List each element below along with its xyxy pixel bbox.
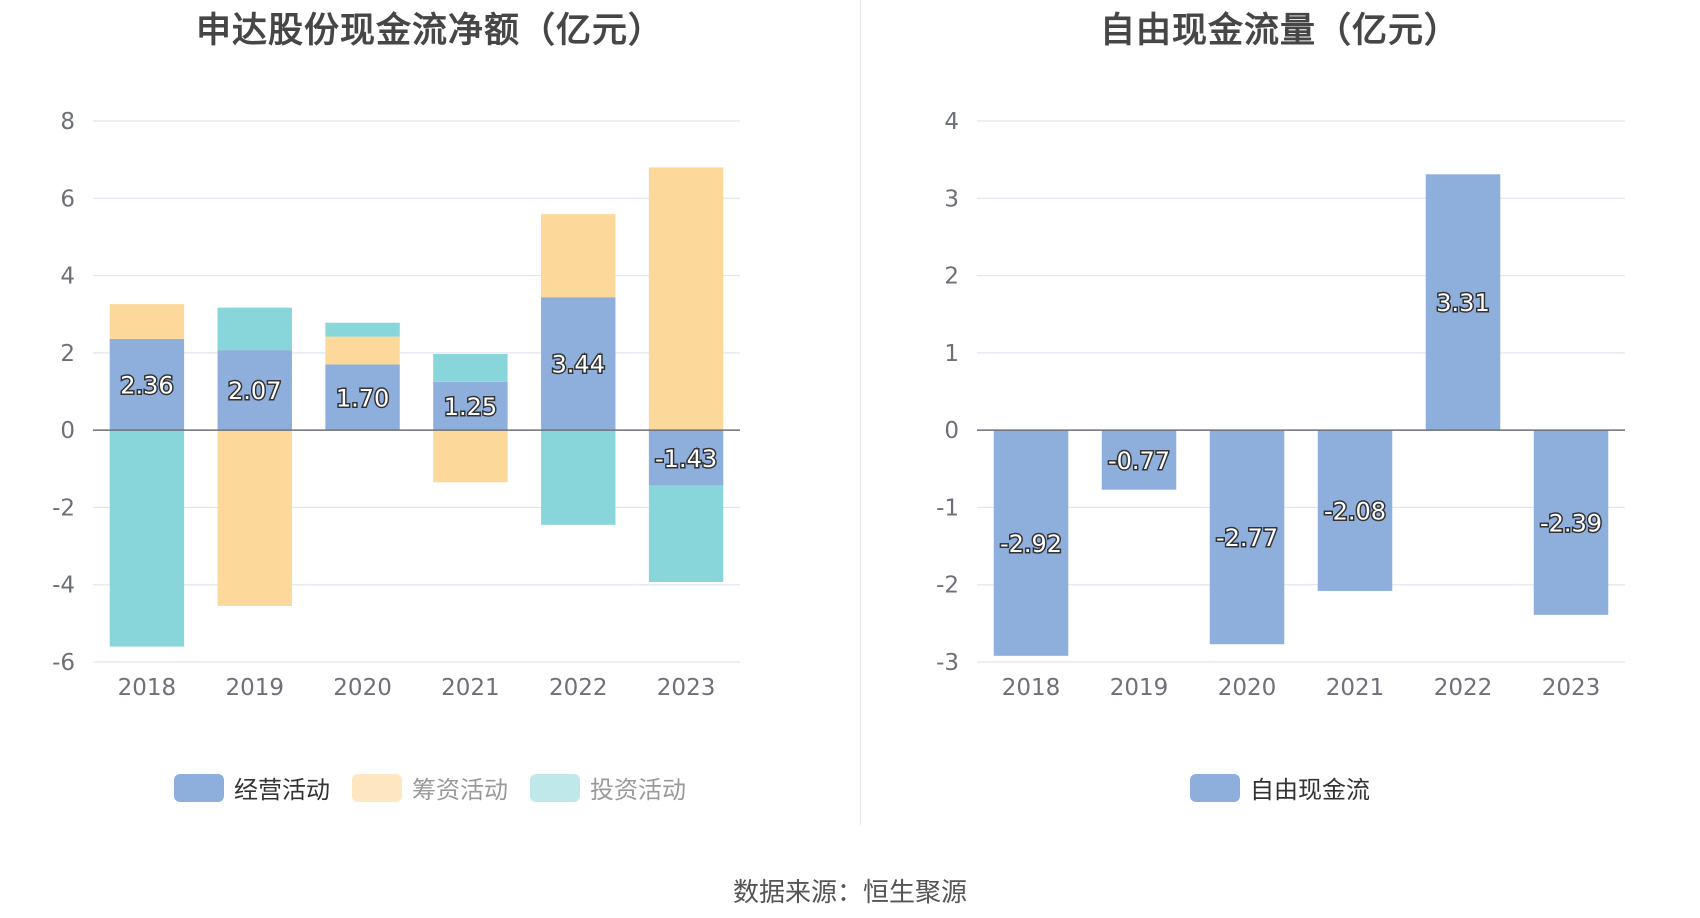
bar[interactable] [1101, 430, 1177, 490]
bar[interactable] [1425, 174, 1501, 431]
cashflow-net-chart-panel: 申达股份现金流净额（亿元） 8 6 4 2 0 -2 -4 -6 2018 2019 2020 202… [0, 0, 860, 830]
data-label: -2.39 [1540, 509, 1602, 537]
bar[interactable] [325, 364, 400, 431]
y-tick-label: 4 [944, 109, 959, 135]
data-label: 1.70 [336, 384, 389, 412]
bar[interactable] [433, 430, 508, 483]
bar[interactable] [217, 430, 292, 606]
x-tick-label: 2023 [1542, 675, 1601, 701]
legend-swatch-financing [352, 773, 402, 802]
y-tick-label: 3 [944, 186, 959, 212]
chart-title: 申达股份现金流净额（亿元） [195, 11, 664, 51]
y-tick-label: 4 [60, 264, 75, 290]
legend-swatch-operating [174, 773, 224, 802]
y-tick-label: 8 [60, 109, 75, 135]
x-tick-label: 2022 [549, 675, 608, 701]
x-tick-label: 2020 [333, 675, 392, 701]
bar[interactable] [325, 322, 400, 337]
legend-swatch-investing [530, 773, 580, 802]
bar[interactable] [325, 336, 400, 365]
data-label: 2.36 [120, 372, 173, 400]
legend-label: 投资活动 [590, 776, 686, 804]
data-label: -2.77 [1216, 524, 1278, 552]
x-tick-label: 2019 [225, 675, 284, 701]
bar[interactable] [648, 167, 724, 431]
x-tick-label: 2023 [657, 675, 716, 701]
data-label: -1.43 [655, 445, 717, 473]
legend-item-investing[interactable]: 投资活动 [530, 770, 686, 805]
legend-item-operating[interactable]: 经营活动 [174, 770, 330, 805]
x-tick-label: 2021 [1326, 675, 1385, 701]
free-cashflow-chart-panel: 自由现金流量（亿元） 4 3 2 1 0 -1 -2 -3 2018 2019 2020 2021 20… [860, 0, 1700, 830]
y-tick-label: 2 [944, 264, 959, 290]
data-source: 数据来源：恒生聚源 [732, 878, 967, 908]
legend: 自由现金流 [860, 770, 1700, 805]
panel-divider [860, 0, 861, 825]
y-tick-label: -6 [52, 650, 75, 676]
x-tick-label: 2020 [1218, 675, 1277, 701]
bar[interactable] [541, 430, 616, 525]
legend-item-financing[interactable]: 筹资活动 [352, 770, 508, 805]
data-label: -2.92 [1000, 530, 1062, 558]
y-tick-label: 2 [60, 341, 75, 367]
x-tick-label: 2021 [441, 675, 500, 701]
y-tick-label: 6 [60, 186, 75, 212]
data-label: -0.77 [1108, 447, 1170, 475]
y-tick-label: -1 [936, 495, 959, 521]
bar[interactable] [541, 297, 616, 431]
legend-label: 经营活动 [234, 776, 330, 804]
bar[interactable] [217, 307, 292, 351]
free-cashflow-chart: 4 3 2 1 0 -1 -2 -3 2018 2019 2020 2021 2022 2023 -2.92… [936, 109, 1625, 701]
y-tick-label: 1 [944, 341, 959, 367]
y-tick-label: -2 [52, 495, 75, 521]
bar[interactable] [109, 430, 185, 647]
bar[interactable] [1317, 430, 1393, 591]
data-label: 3.44 [552, 351, 605, 379]
y-tick-label: 0 [60, 418, 75, 444]
bar[interactable] [109, 338, 185, 431]
data-label: 2.07 [228, 377, 281, 405]
x-tick-label: 2019 [1110, 675, 1169, 701]
chart-title: 自由现金流量（亿元） [1099, 11, 1460, 51]
y-tick-label: -4 [52, 573, 75, 599]
y-tick-label: -2 [936, 573, 959, 599]
y-tick-label: 0 [944, 418, 959, 444]
cashflow-net-chart: 8 6 4 2 0 -2 -4 -6 2018 2019 2020 2021 2022 2023 2.36 2… [52, 109, 740, 701]
bar[interactable] [1209, 430, 1285, 645]
data-label: -2.08 [1324, 498, 1386, 526]
bar[interactable] [648, 485, 724, 583]
bar[interactable] [109, 304, 185, 339]
legend-label: 筹资活动 [412, 776, 508, 804]
legend-label: 自由现金流 [1250, 776, 1370, 804]
x-tick-label: 2018 [1002, 675, 1061, 701]
bar[interactable] [217, 350, 292, 431]
legend: 经营活动 筹资活动 投资活动 [0, 770, 860, 805]
data-label: 3.31 [1436, 289, 1489, 317]
bar[interactable] [433, 381, 508, 431]
data-label: 1.25 [444, 393, 497, 421]
x-tick-label: 2018 [118, 675, 177, 701]
y-tick-label: -3 [936, 650, 959, 676]
x-tick-label: 2022 [1434, 675, 1493, 701]
bar[interactable] [993, 430, 1069, 656]
bar[interactable] [433, 354, 508, 382]
legend-item-free-cashflow[interactable]: 自由现金流 [1190, 770, 1370, 805]
bar[interactable] [1533, 430, 1609, 615]
bar[interactable] [541, 214, 616, 298]
bar[interactable] [648, 430, 724, 486]
legend-swatch-free-cashflow [1190, 773, 1240, 802]
